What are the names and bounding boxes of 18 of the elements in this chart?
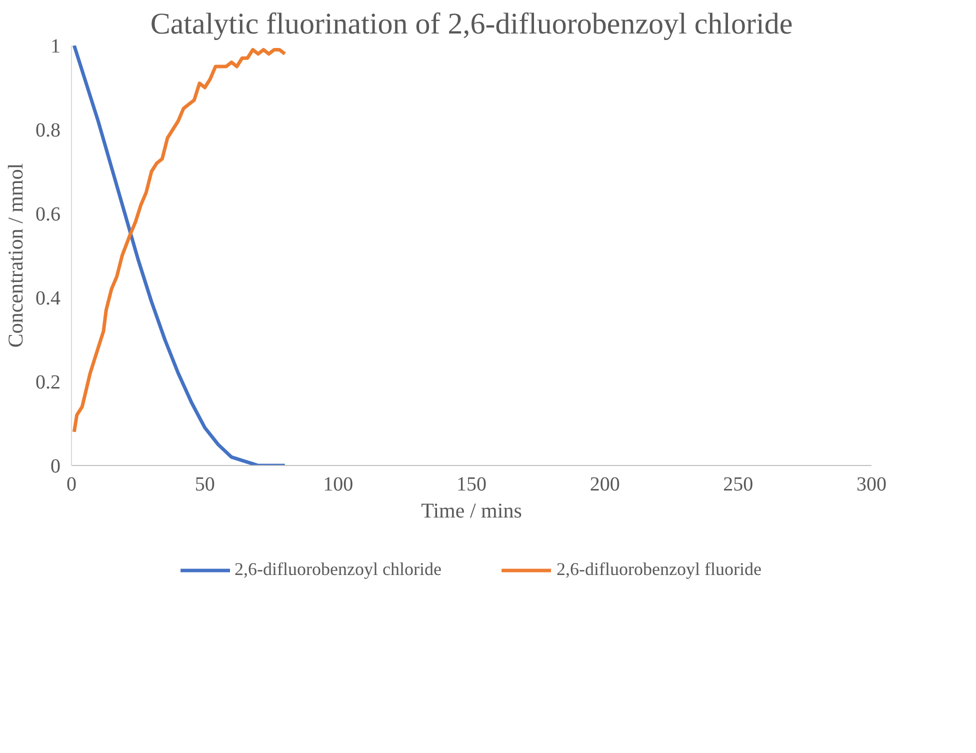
x-tick-label: 0	[66, 474, 76, 496]
x-tick-label: 250	[723, 474, 754, 496]
y-tick-label: 1	[50, 36, 60, 58]
chart-title: Catalytic fluorination of 2,6-difluorobenzoyl chloride	[150, 8, 793, 40]
y-tick-label: 0	[50, 456, 60, 478]
legend-label: 2,6-difluorobenzoyl chloride	[234, 559, 442, 580]
y-tick-label: 0.6	[36, 204, 60, 226]
y-axis-title: Concentration / mmol	[4, 163, 28, 348]
x-tick-label: 100	[323, 474, 354, 496]
legend-label: 2,6-difluorobenzoyl fluoride	[556, 559, 762, 580]
x-axis-title: Time / mins	[421, 498, 522, 522]
x-tick-label: 50	[194, 474, 215, 496]
y-tick-label: 0.8	[36, 120, 60, 142]
x-tick-label: 200	[590, 474, 620, 496]
x-tick-label: 300	[856, 474, 886, 496]
y-tick-label: 0.2	[36, 372, 60, 394]
x-tick-label: 150	[456, 474, 486, 496]
y-tick-label: 0.4	[36, 288, 60, 310]
